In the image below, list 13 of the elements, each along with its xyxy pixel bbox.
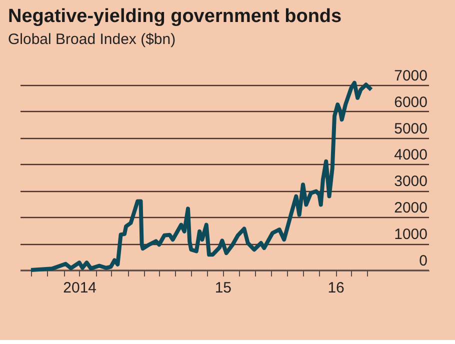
y-tick-label: 2000: [394, 200, 428, 217]
y-tick-label: 1000: [394, 226, 428, 244]
x-tick-label: 2014: [63, 280, 97, 296]
y-tick-label: 3000: [394, 173, 428, 190]
y-tick-label: 0: [419, 252, 428, 270]
x-tick-label: 16: [328, 280, 344, 296]
y-tick-label: 5000: [394, 120, 428, 138]
chart-subtitle: Global Broad Index ($bn): [8, 30, 176, 48]
y-tick-label: 6000: [394, 94, 428, 111]
x-tick-label: 15: [214, 280, 232, 296]
chart-title: Negative-yielding government bonds: [8, 6, 342, 27]
y-tick-label: 4000: [394, 146, 428, 164]
y-tick-label: 7000: [394, 67, 428, 84]
